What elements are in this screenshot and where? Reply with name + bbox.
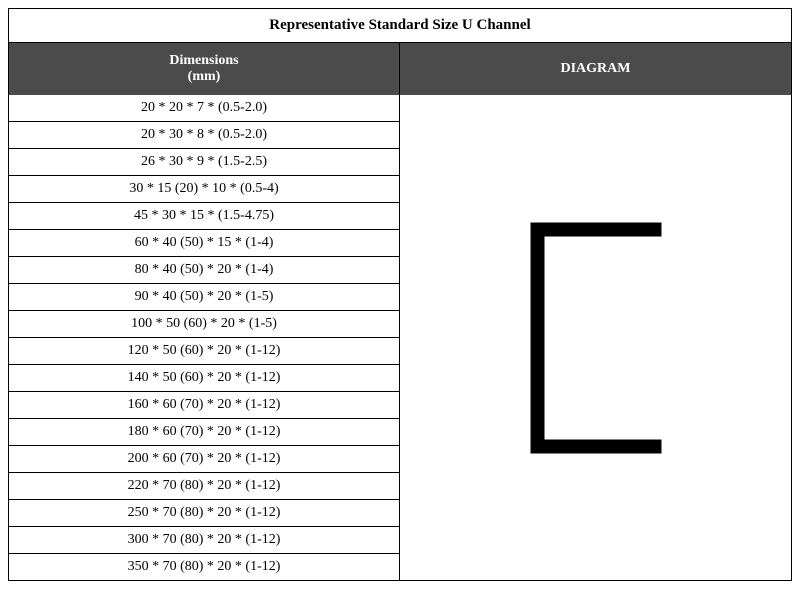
table-row: 60 * 40 (50) * 15 * (1-4)	[9, 230, 399, 257]
table-row: 20 * 20 * 7 * (0.5-2.0)	[9, 95, 399, 122]
table-row: 80 * 40 (50) * 20 * (1-4)	[9, 257, 399, 284]
table-row: 160 * 60 (70) * 20 * (1-12)	[9, 392, 399, 419]
table-row: 45 * 30 * 15 * (1.5-4.75)	[9, 203, 399, 230]
table-body: 20 * 20 * 7 * (0.5-2.0) 20 * 30 * 8 * (0…	[9, 95, 791, 580]
table-row: 180 * 60 (70) * 20 * (1-12)	[9, 419, 399, 446]
table-header-row: Dimensions (mm) DIAGRAM	[9, 43, 791, 95]
header-dimensions-unit: (mm)	[188, 69, 221, 84]
table-row: 120 * 50 (60) * 20 * (1-12)	[9, 338, 399, 365]
table-row: 26 * 30 * 9 * (1.5-2.5)	[9, 149, 399, 176]
u-channel-icon	[511, 213, 681, 463]
table-row: 90 * 40 (50) * 20 * (1-5)	[9, 284, 399, 311]
dimensions-column: 20 * 20 * 7 * (0.5-2.0) 20 * 30 * 8 * (0…	[9, 95, 400, 580]
table-row: 100 * 50 (60) * 20 * (1-5)	[9, 311, 399, 338]
header-dimensions-label: Dimensions	[169, 53, 238, 68]
header-diagram-label: DIAGRAM	[561, 61, 631, 77]
table-row: 30 * 15 (20) * 10 * (0.5-4)	[9, 176, 399, 203]
table-row: 350 * 70 (80) * 20 * (1-12)	[9, 554, 399, 580]
table-row: 300 * 70 (80) * 20 * (1-12)	[9, 527, 399, 554]
diagram-column	[400, 95, 791, 580]
table-row: 20 * 30 * 8 * (0.5-2.0)	[9, 122, 399, 149]
header-dimensions: Dimensions (mm)	[9, 43, 400, 95]
table-title: Representative Standard Size U Channel	[9, 9, 791, 43]
table-row: 140 * 50 (60) * 20 * (1-12)	[9, 365, 399, 392]
table-container: Representative Standard Size U Channel D…	[8, 8, 792, 581]
table-row: 250 * 70 (80) * 20 * (1-12)	[9, 500, 399, 527]
table-row: 220 * 70 (80) * 20 * (1-12)	[9, 473, 399, 500]
table-row: 200 * 60 (70) * 20 * (1-12)	[9, 446, 399, 473]
header-diagram: DIAGRAM	[400, 43, 791, 95]
